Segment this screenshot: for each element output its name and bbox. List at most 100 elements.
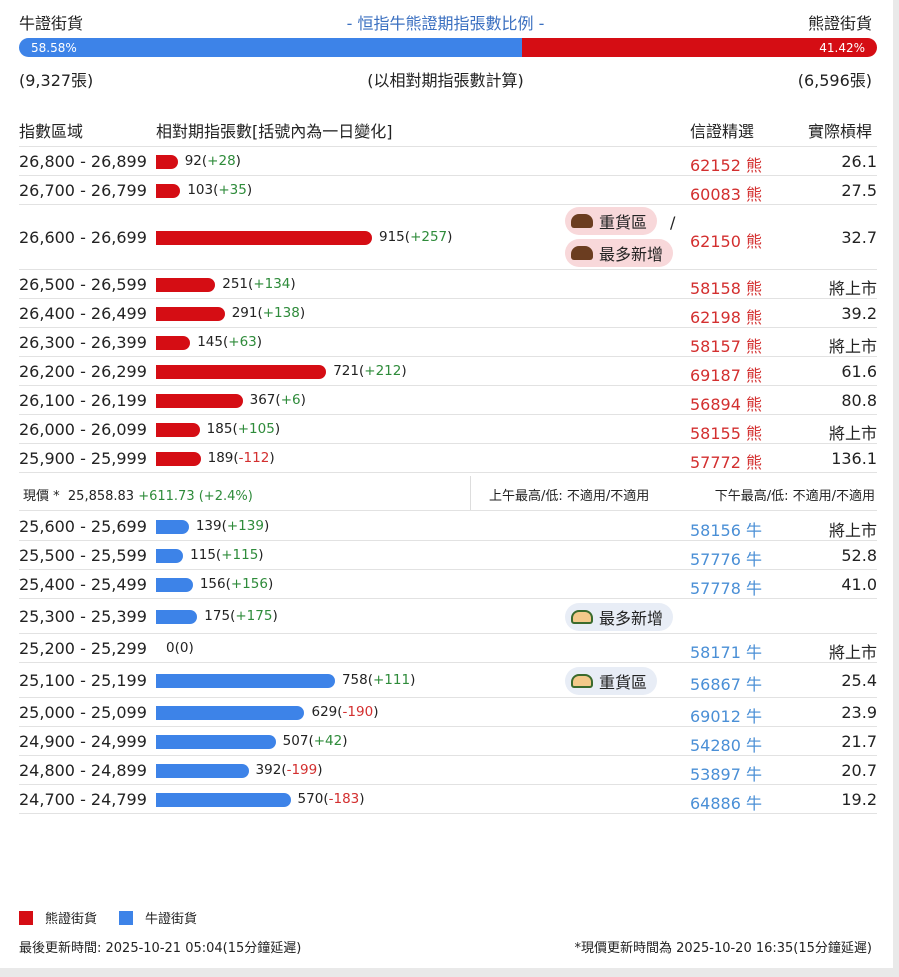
legend: 熊證街貨 牛證街貨 — [19, 908, 219, 927]
legend-bear-label: 熊證街貨 — [45, 912, 98, 927]
warrant-code-link[interactable]: 62152 熊 — [690, 155, 762, 175]
leverage-value: 25.4 — [841, 670, 877, 690]
range-label: 26,700 - 26,799 — [19, 180, 147, 200]
range-label: 25,500 - 25,599 — [19, 545, 147, 565]
range-label: 24,700 - 24,799 — [19, 789, 147, 809]
contracts-bar — [156, 306, 225, 321]
range-label: 24,800 - 24,899 — [19, 760, 147, 780]
contracts-change: -112 — [238, 449, 270, 466]
spot-price: 現價 * 25,858.83 +611.73 (+2.4%) — [23, 485, 253, 504]
warrant-code-link[interactable]: 64886 牛 — [690, 793, 762, 813]
tag-heavy: 重貨區 — [565, 207, 658, 235]
contracts-value: 139(+139) — [195, 517, 270, 534]
warrant-code-link[interactable]: 58157 熊 — [690, 336, 762, 356]
warrant-code-link[interactable]: 56867 牛 — [690, 674, 762, 694]
contracts-value: 758(+111) — [341, 671, 416, 688]
warrant-code-link[interactable]: 53897 牛 — [690, 764, 762, 784]
counts-row: (9,327張) (以相對期指張數計算) (6,596張) — [19, 67, 872, 90]
bull-icon — [571, 673, 593, 688]
leverage-value: 136.1 — [831, 448, 877, 468]
contracts-bar — [156, 183, 181, 198]
contracts-total: 758 — [341, 671, 368, 688]
leverage-value: 52.8 — [841, 545, 877, 565]
warrant-code-link[interactable]: 69187 熊 — [690, 365, 762, 385]
contracts-bar — [156, 451, 201, 466]
contracts-bar — [156, 277, 216, 292]
range-label: 26,600 - 26,699 — [19, 227, 147, 247]
contracts-change: +134 — [253, 275, 291, 292]
col-contracts: 相對期指張數[括號內為一日變化] — [156, 122, 393, 141]
range-label: 26,000 - 26,099 — [19, 419, 147, 439]
contracts-value: 156(+156) — [199, 575, 274, 592]
table-row: 24,700 - 24,799 570(-183) 64886 牛 19.2 — [19, 785, 877, 814]
legend-bull-swatch — [119, 910, 134, 925]
legend-bull-label: 牛證街貨 — [145, 912, 198, 927]
warrant-code-link[interactable]: 62150 熊 — [690, 231, 762, 251]
contracts-value: 367(+6) — [249, 391, 306, 408]
table-row: 25,300 - 25,399 175(+175) 最多新增 — [19, 599, 877, 634]
contracts-change: -199 — [286, 761, 318, 778]
leverage-value: 23.9 — [841, 702, 877, 722]
legend-bear: 熊證街貨 — [19, 908, 97, 927]
contracts-value: 175(+175) — [204, 607, 278, 624]
warrant-code-link[interactable]: 54280 牛 — [690, 735, 762, 755]
table-row: 26,800 - 26,899 92(+28) 62152 熊 26.1 — [19, 147, 877, 176]
leverage-value: 61.6 — [841, 361, 877, 381]
tag-most-added: 最多新增 — [565, 239, 674, 267]
contracts-total: 251 — [222, 275, 249, 292]
table-header: 指數區域 相對期指張數[括號內為一日變化] 信證精選 實際槓桿 — [19, 118, 872, 141]
bull-ratio-segment: 58.58% — [19, 38, 522, 57]
bull-count: (9,327張) — [19, 71, 94, 90]
contracts-value: 915(+257) — [379, 228, 453, 245]
warrant-code-link[interactable]: 58158 熊 — [690, 278, 762, 298]
legend-bull: 牛證街貨 — [119, 908, 197, 927]
warrant-code-link[interactable]: 58155 熊 — [690, 423, 762, 443]
warrant-code-link[interactable]: 69012 牛 — [690, 706, 762, 726]
contracts-value: 185(+105) — [206, 420, 281, 437]
contracts-bar — [156, 609, 198, 624]
contracts-change: +156 — [230, 575, 268, 592]
contracts-change: 0 — [179, 639, 189, 656]
warrant-code-link[interactable]: 57776 牛 — [690, 549, 762, 569]
contracts-bar — [156, 364, 327, 379]
price-updated: *現價更新時間為 2025-10-20 16:35(15分鐘延遲) — [574, 941, 872, 956]
tag-badge: 最多新增 — [565, 602, 674, 631]
range-label: 26,400 - 26,499 — [19, 303, 147, 323]
leverage-value: 41.0 — [841, 574, 877, 594]
contracts-change: +28 — [207, 152, 236, 169]
contracts-value: 103(+35) — [187, 181, 253, 198]
table-row: 25,900 - 25,999 189(-112) 57772 熊 136.1 — [19, 444, 877, 473]
warrant-code-link[interactable]: 58171 牛 — [690, 642, 762, 662]
contracts-total: 392 — [255, 761, 282, 778]
contracts-value: 145(+63) — [197, 333, 263, 350]
table-row: 26,100 - 26,199 367(+6) 56894 熊 80.8 — [19, 386, 877, 415]
contracts-value: 115(+115) — [190, 546, 264, 563]
contracts-value: 721(+212) — [333, 362, 407, 379]
range-label: 26,800 - 26,899 — [19, 151, 147, 171]
warrant-code-link[interactable]: 57772 熊 — [690, 452, 762, 472]
warrant-code-link[interactable]: 56894 熊 — [690, 394, 762, 414]
ratio-bar: 58.58% 41.42% — [19, 38, 877, 57]
contracts-bar — [156, 763, 249, 778]
spot-change: +611.73 (+2.4%) — [138, 489, 253, 504]
contracts-change: +175 — [235, 607, 273, 624]
range-label: 25,100 - 25,199 — [19, 670, 147, 690]
table-row: 24,800 - 24,899 392(-199) 53897 牛 20.7 — [19, 756, 877, 785]
warrant-code-link[interactable]: 58156 牛 — [690, 520, 762, 540]
contracts-value: 92(+28) — [184, 152, 241, 169]
count-note: (以相對期指張數計算) — [367, 71, 524, 90]
contracts-value: 251(+134) — [222, 275, 296, 292]
warrant-code-link[interactable]: 60083 熊 — [690, 184, 762, 204]
warrant-code-link[interactable]: 62198 熊 — [690, 307, 762, 327]
leverage-value: 26.1 — [841, 151, 877, 171]
range-label: 25,400 - 25,499 — [19, 574, 147, 594]
tag-label: 重貨區 — [599, 672, 648, 692]
table-row: 26,400 - 26,499 291(+138) 62198 熊 39.2 — [19, 299, 877, 328]
legend-bear-swatch — [19, 910, 33, 925]
tag-label: 最多新增 — [599, 608, 664, 628]
spot-divider — [470, 476, 471, 510]
contracts-value: 392(-199) — [255, 761, 323, 778]
range-label: 25,000 - 25,099 — [19, 702, 147, 722]
warrant-code-link[interactable]: 57778 牛 — [690, 578, 762, 598]
contracts-total: 570 — [297, 790, 324, 807]
